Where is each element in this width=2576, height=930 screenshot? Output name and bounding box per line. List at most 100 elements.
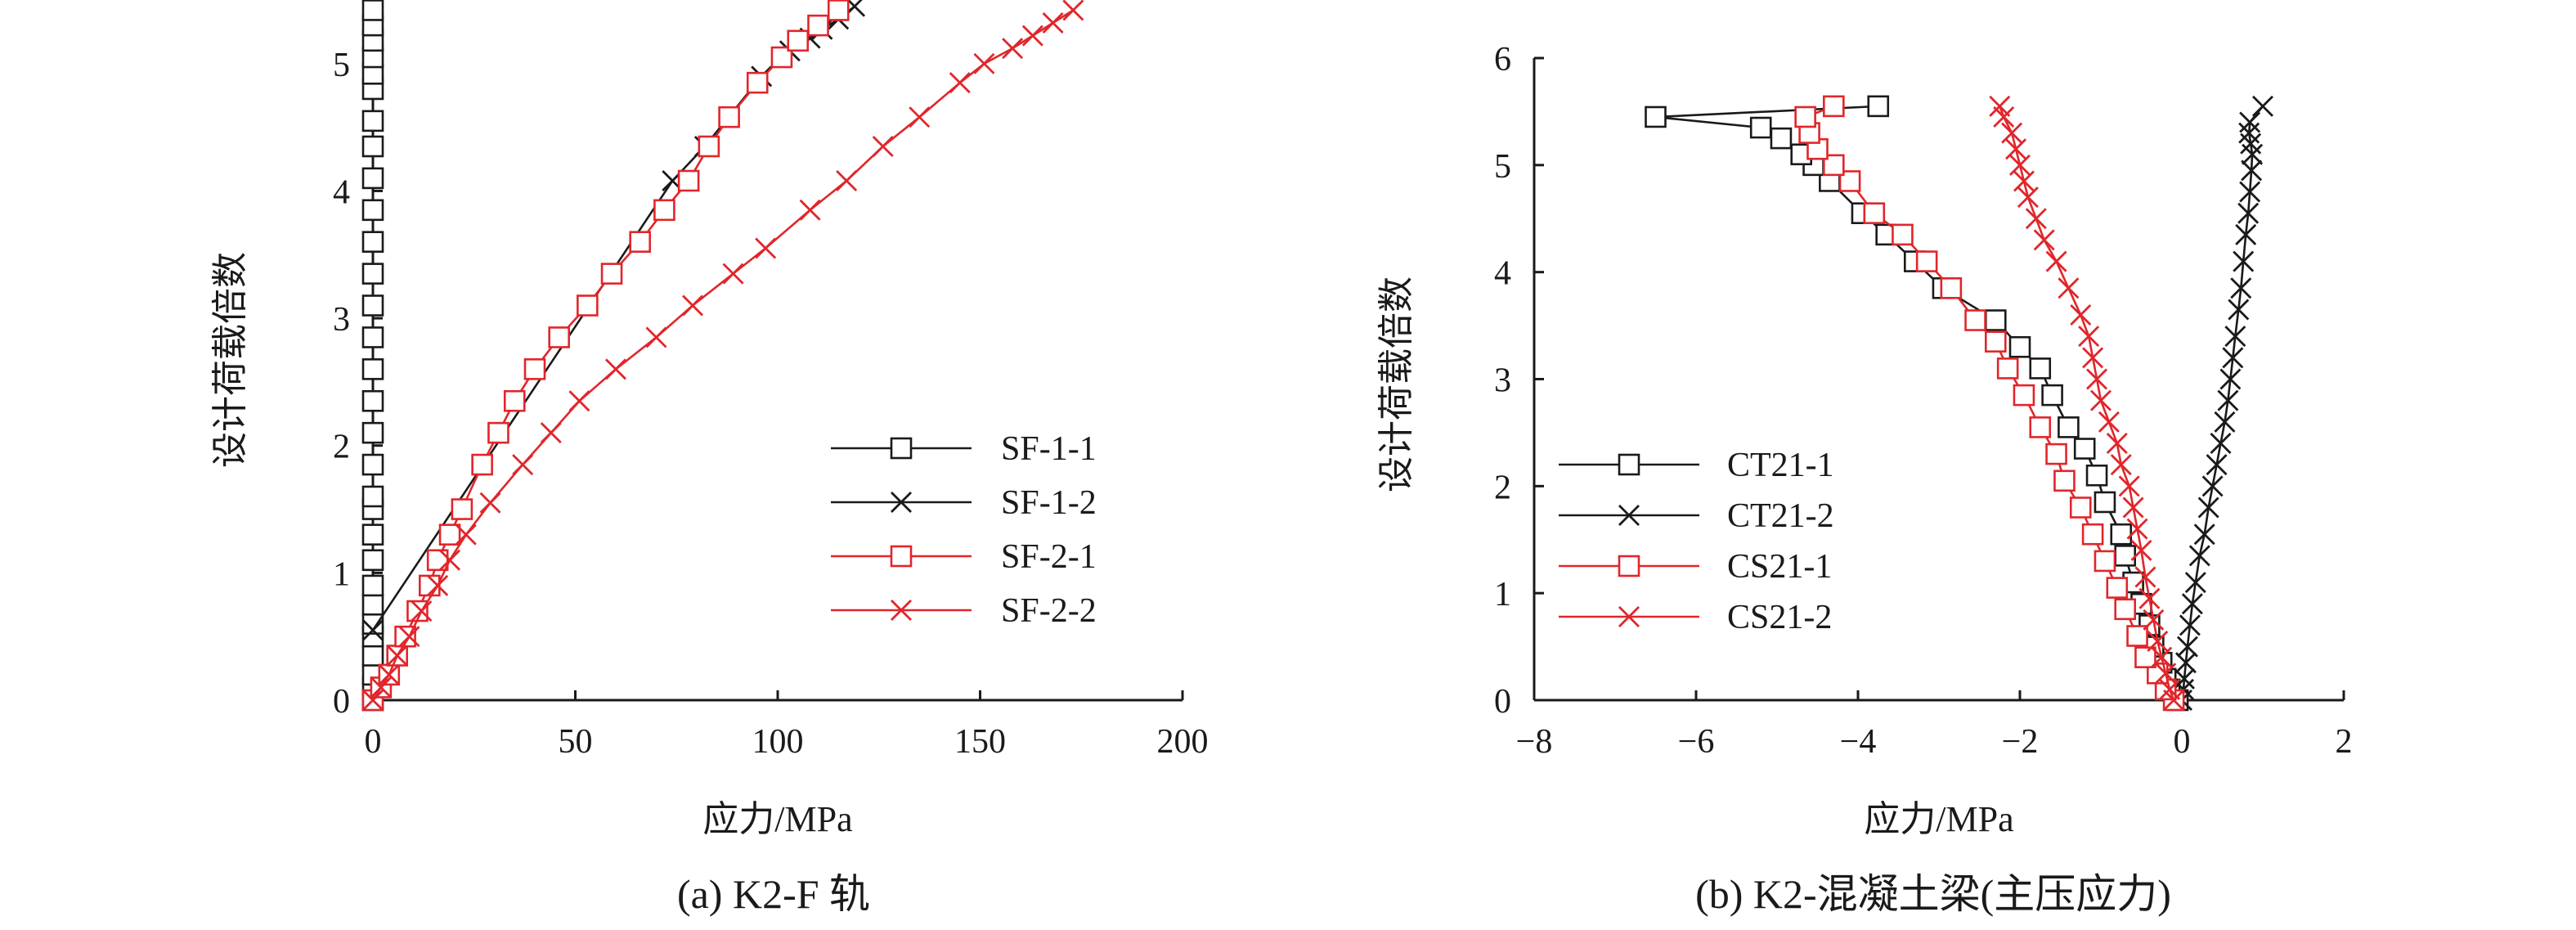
x-marker	[2058, 277, 2080, 299]
x-tick-label: 100	[752, 723, 804, 761]
square-marker	[361, 135, 384, 158]
square-marker	[361, 263, 384, 285]
x-marker	[2235, 223, 2257, 245]
square-marker	[770, 46, 793, 69]
legend-entry: SF-1-1	[831, 430, 1097, 468]
square-marker	[2029, 416, 2052, 438]
square-marker	[2134, 646, 2156, 668]
x-marker	[2233, 250, 2255, 272]
square-marker	[1863, 202, 1886, 225]
x-marker	[2188, 545, 2210, 567]
square-marker	[2114, 598, 2136, 621]
square-marker	[2045, 443, 2067, 465]
x-marker	[2184, 572, 2206, 594]
square-marker	[361, 326, 384, 348]
legend-entry: CT21-1	[1559, 447, 1834, 484]
square-marker	[361, 574, 384, 597]
x-tick-label: −8	[1516, 723, 1553, 761]
square-marker	[653, 199, 675, 222]
square-marker	[2114, 545, 2136, 567]
x-marker	[2224, 326, 2246, 348]
y-tick-label: 0	[1494, 683, 1511, 721]
x-marker	[799, 199, 821, 221]
square-marker	[1996, 357, 2019, 380]
x-marker	[2082, 347, 2104, 369]
x-marker	[2210, 433, 2232, 454]
y-tick-label: 2	[1494, 469, 1511, 506]
square-marker	[577, 294, 599, 317]
square-marker	[487, 421, 509, 444]
square-marker	[361, 389, 384, 412]
square-marker	[1618, 453, 1640, 476]
square-marker	[807, 14, 829, 37]
x-marker	[2217, 389, 2239, 411]
legend-label: SF-1-2	[1001, 484, 1097, 522]
x-marker	[2179, 614, 2201, 636]
x-marker	[2155, 663, 2177, 685]
square-marker	[1645, 106, 1667, 128]
x-marker	[891, 492, 912, 513]
square-marker	[361, 0, 384, 21]
series-line	[2180, 106, 2264, 701]
square-marker	[2094, 491, 2116, 514]
panel-caption: (b) K2-混凝土梁(主压应力)	[1695, 871, 2171, 917]
x-tick-label: −4	[1840, 723, 1877, 761]
x-marker	[836, 170, 858, 191]
legend-entry: SF-1-2	[831, 484, 1097, 522]
legend-entry: CS21-2	[1559, 599, 1832, 636]
x-marker	[722, 263, 744, 285]
x-marker	[2122, 496, 2144, 519]
square-marker	[438, 523, 461, 546]
square-marker	[1749, 116, 1772, 139]
series-CS21-1	[1794, 95, 2185, 712]
series-CT21-2	[2171, 95, 2273, 711]
y-axis-label: 设计荷载倍数	[210, 252, 250, 468]
square-marker	[698, 135, 720, 158]
square-marker	[1915, 250, 1938, 272]
y-tick-label: 0	[333, 683, 350, 721]
square-marker	[2085, 464, 2108, 487]
x-tick-label: 150	[954, 723, 1006, 761]
x-marker	[2086, 368, 2108, 390]
square-marker	[2008, 335, 2031, 358]
square-marker	[2013, 384, 2035, 407]
y-tick-label: 3	[1494, 362, 1511, 400]
x-marker	[2181, 593, 2203, 615]
x-marker	[2230, 277, 2252, 299]
x-tick-label: −6	[1678, 723, 1715, 761]
x-marker	[1021, 25, 1043, 47]
x-marker	[973, 52, 995, 74]
x-marker	[2222, 347, 2244, 369]
x-marker	[2126, 518, 2148, 540]
square-marker	[361, 231, 384, 254]
x-marker	[427, 574, 449, 596]
x-marker	[2147, 631, 2169, 653]
square-marker	[787, 29, 810, 52]
x-tick-label: 0	[365, 723, 382, 761]
square-marker	[1985, 309, 2007, 331]
x-marker	[411, 600, 433, 622]
x-marker	[386, 645, 408, 667]
y-tick-label: 3	[333, 301, 350, 339]
x-axis-label: 应力/MPa	[702, 799, 852, 839]
x-marker	[1042, 12, 1064, 34]
x-tick-label: 200	[1157, 723, 1209, 761]
series-SF-1-2	[362, 0, 866, 641]
legend-label: CS21-1	[1727, 548, 1832, 586]
x-marker	[2045, 250, 2067, 272]
square-marker	[1794, 106, 1816, 128]
x-marker	[2134, 566, 2156, 588]
x-marker	[439, 549, 461, 571]
x-marker	[1993, 106, 2015, 128]
square-marker	[600, 263, 623, 285]
legend-label: CS21-2	[1727, 599, 1832, 636]
square-marker	[890, 545, 913, 568]
y-axis-label: 设计荷载倍数	[1376, 276, 1416, 492]
square-marker	[1823, 95, 1845, 118]
y-tick-label: 1	[1494, 576, 1511, 613]
square-marker	[361, 358, 384, 380]
square-marker	[361, 167, 384, 190]
square-marker	[503, 389, 526, 412]
x-marker	[2017, 186, 2039, 209]
